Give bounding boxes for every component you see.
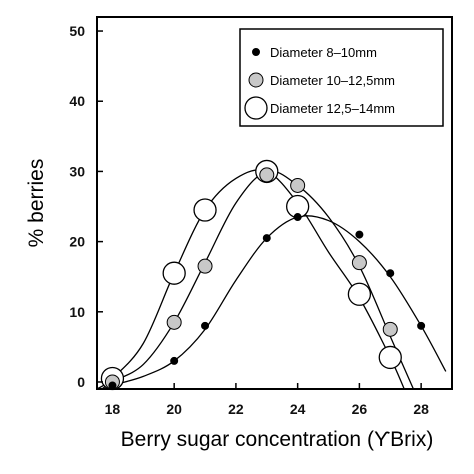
data-point (347, 282, 372, 306)
x-tick-label: 24 (290, 401, 306, 417)
data-point (197, 258, 213, 274)
data-point (417, 321, 426, 330)
fitted-curve (97, 169, 405, 389)
y-tick-label: 50 (69, 23, 85, 39)
data-point (355, 230, 364, 239)
data-point (262, 234, 271, 243)
data-point (351, 255, 367, 271)
y-tick-label: 40 (69, 93, 85, 109)
plot-frame (96, 16, 453, 390)
legend-marker (248, 72, 264, 88)
data-points (100, 159, 426, 391)
legend-marker (252, 48, 260, 56)
data-point (290, 177, 306, 193)
y-tick-label: 20 (69, 234, 85, 250)
data-point (162, 261, 186, 285)
data-point (386, 269, 395, 278)
legend: Diameter 8–10mm Diameter 10–12,5mm Diamete… (239, 28, 444, 127)
data-point (259, 167, 275, 183)
x-tick-label: 20 (166, 401, 182, 417)
axis-ticks: 18 20 22 24 26 28 0 10 20 30 40 50 (69, 23, 429, 417)
data-point (193, 198, 217, 222)
x-tick-label: 22 (228, 401, 244, 417)
legend-box (239, 28, 444, 127)
y-axis-label: % berries (25, 159, 48, 248)
x-tick-label: 26 (352, 401, 368, 417)
data-point (378, 345, 402, 370)
y-tick-label: 0 (77, 374, 85, 390)
data-point (170, 356, 179, 365)
fitted-curve (100, 170, 415, 389)
legend-label: Diameter 10–12,5mm (270, 73, 395, 88)
x-axis-label: Berry sugar concentration (ϒBrix) (121, 428, 434, 451)
data-point (201, 321, 210, 330)
data-point (166, 314, 182, 330)
legend-label: Diameter 8–10mm (270, 45, 377, 60)
data-point (382, 321, 398, 337)
y-tick-label: 10 (69, 304, 85, 320)
x-tick-label: 28 (413, 401, 429, 417)
legend-label: Diameter 12,5–14mm (270, 101, 395, 116)
legend-marker (244, 96, 268, 120)
data-point (293, 213, 302, 222)
x-tick-label: 18 (105, 401, 121, 417)
y-tick-label: 30 (69, 163, 85, 179)
